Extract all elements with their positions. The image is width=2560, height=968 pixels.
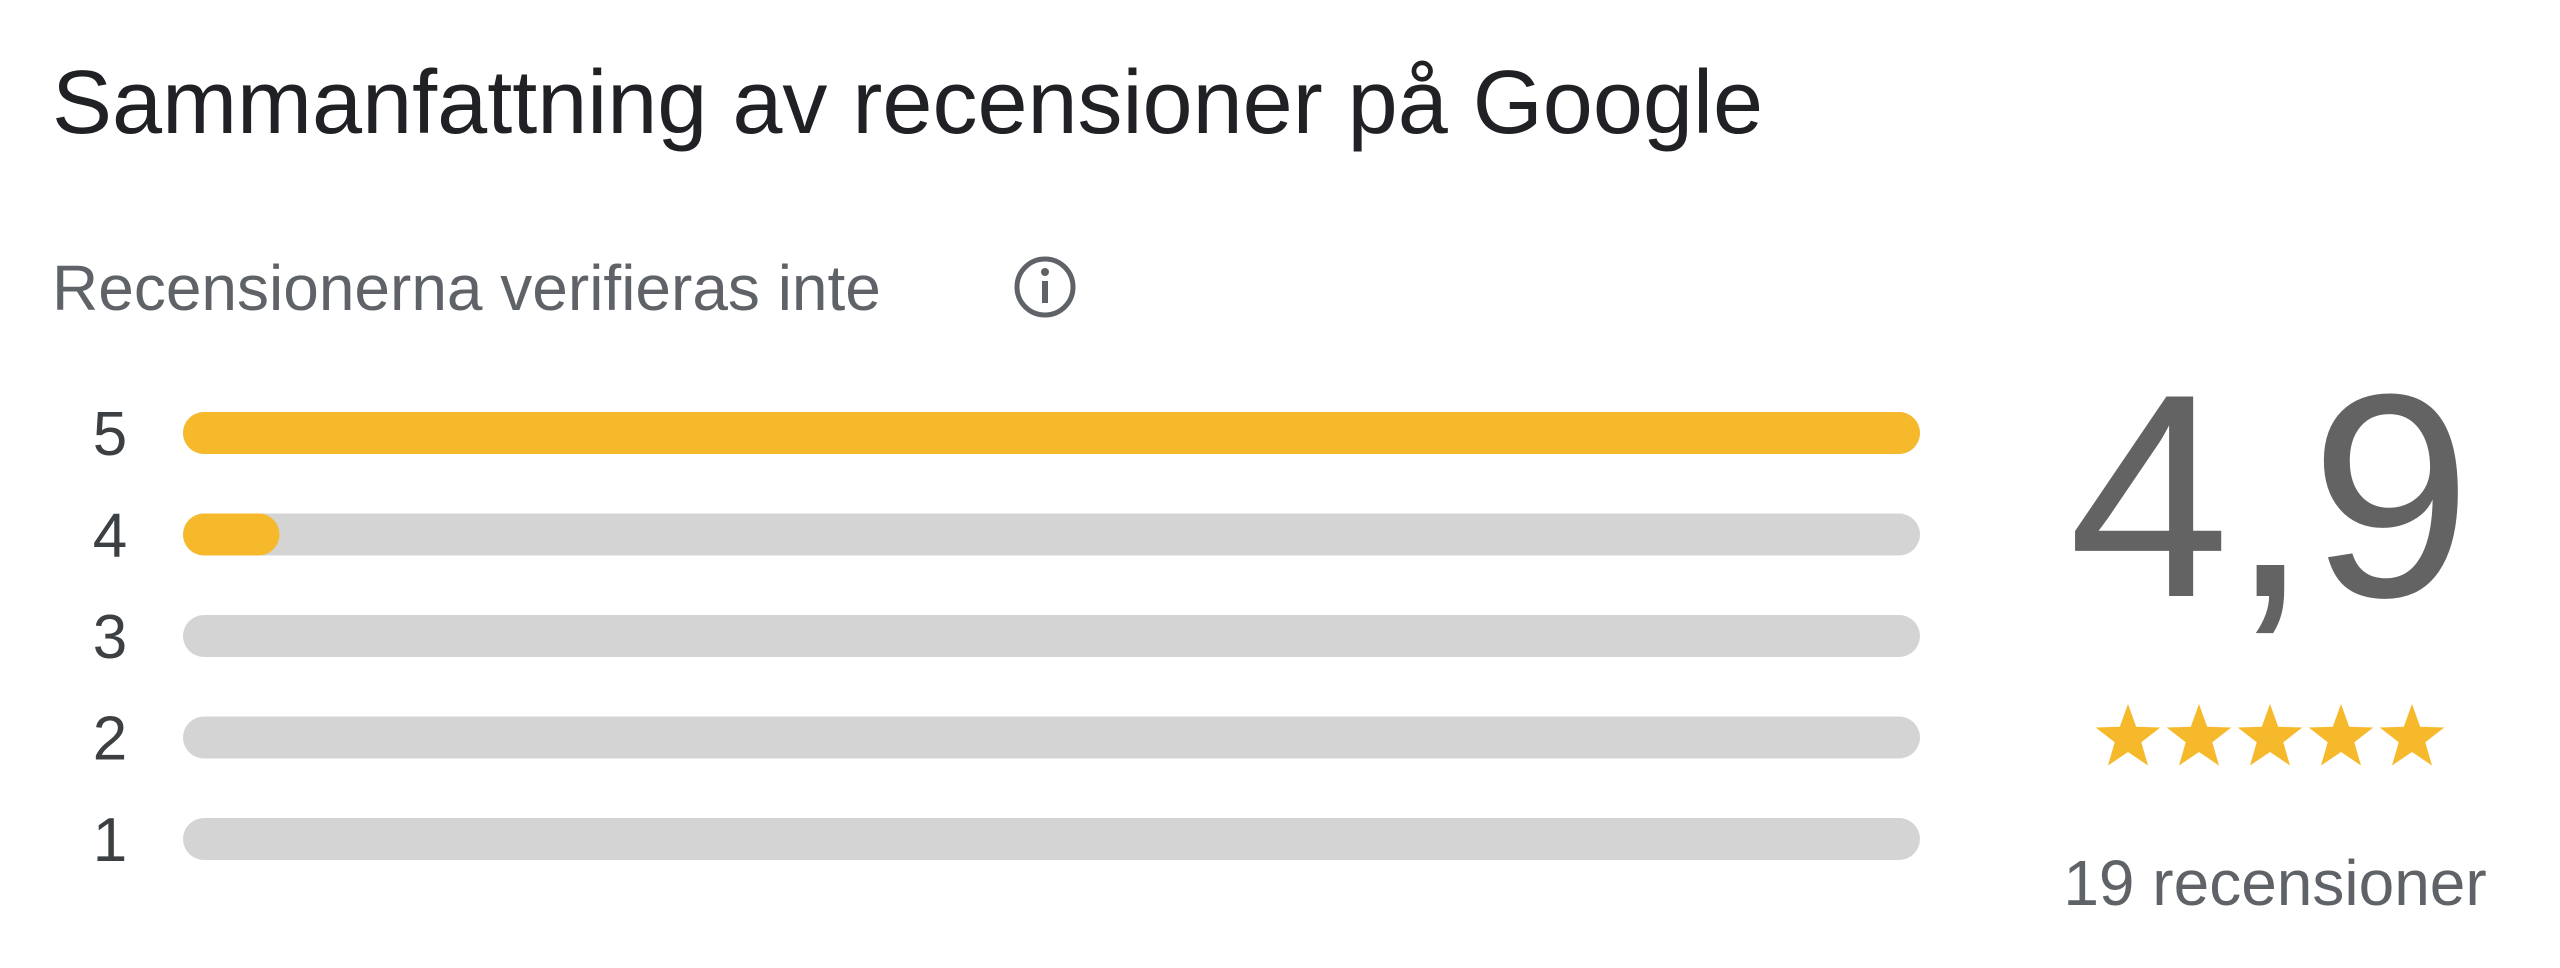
rating-label: 5 <box>93 400 127 469</box>
star <box>2166 704 2232 766</box>
star <box>2237 704 2303 766</box>
bar-track <box>183 716 1920 759</box>
rating-label: 2 <box>93 705 127 774</box>
review-count[interactable]: 19 recensioner <box>2063 847 2486 919</box>
star <box>2379 704 2445 766</box>
info-icon[interactable] <box>1014 256 1076 318</box>
bar-track <box>183 818 1920 860</box>
bar <box>183 412 1920 454</box>
star <box>2308 704 2374 766</box>
info-circle <box>1014 256 1076 318</box>
bar-track <box>183 513 1920 556</box>
star <box>2095 704 2161 766</box>
rating-label: 1 <box>93 806 127 875</box>
bar <box>183 513 280 556</box>
stars <box>2095 704 2445 766</box>
rating-label: 3 <box>93 603 127 672</box>
rating-label: 4 <box>93 502 127 571</box>
title: Sammanfattning av recensioner på Google <box>52 53 1763 153</box>
info-dot <box>1041 268 1049 276</box>
rating: 4,9 <box>2068 334 2471 658</box>
info-stem <box>1042 281 1048 303</box>
bar-track <box>183 615 1920 657</box>
subtitle: Recensionerna verifieras inte <box>52 252 881 324</box>
